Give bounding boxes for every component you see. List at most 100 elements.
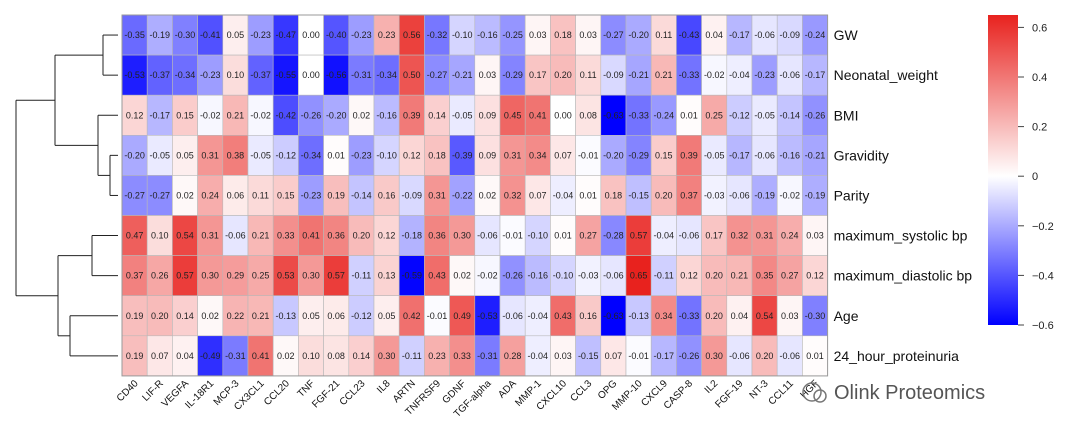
heatmap-cell xyxy=(701,255,728,297)
cell-value: -0.29 xyxy=(628,150,649,160)
cell-value: -0.06 xyxy=(477,231,498,241)
cell-value: -0.11 xyxy=(402,351,422,361)
cell-value: 0.21 xyxy=(731,271,749,281)
cell-value: 0.37 xyxy=(680,190,698,200)
cell-value: -0.14 xyxy=(351,190,372,200)
heatmap-cell xyxy=(298,255,324,297)
heatmap-cell xyxy=(776,135,803,176)
cell-value: 0.57 xyxy=(327,271,345,281)
cell-value: 0.05 xyxy=(302,311,320,321)
cell-value: -0.49 xyxy=(200,351,221,361)
cell-value: 0.43 xyxy=(554,311,572,321)
cell-value: -0.09 xyxy=(780,30,801,40)
heatmap-cell xyxy=(524,295,551,337)
cell-value: 0.03 xyxy=(806,231,824,241)
column-label: TNF xyxy=(296,378,318,400)
row-label: Parity xyxy=(834,187,870,203)
cell-value: -0.20 xyxy=(603,150,624,160)
cell-value: -0.33 xyxy=(628,110,649,120)
heatmap-cell xyxy=(650,215,677,256)
cell-value: -0.23 xyxy=(754,70,775,80)
cell-value: 0.18 xyxy=(605,190,623,200)
row-label: Age xyxy=(834,308,859,324)
cell-value: -0.12 xyxy=(351,311,372,321)
column-label: IL2 xyxy=(703,378,721,396)
cell-value: -0.35 xyxy=(124,30,145,40)
cell-value: -0.13 xyxy=(628,311,649,321)
cell-value: 0.31 xyxy=(428,190,446,200)
cell-value: -0.22 xyxy=(452,190,473,200)
cell-value: -0.10 xyxy=(528,231,549,241)
cell-value: 0.20 xyxy=(554,70,572,80)
heatmap-cell xyxy=(550,135,576,176)
cell-value: -0.06 xyxy=(679,231,700,241)
cell-value: -0.31 xyxy=(477,351,498,361)
cell-value: -0.11 xyxy=(351,271,371,281)
heatmap-cell xyxy=(146,135,173,176)
heatmap-cell xyxy=(776,175,803,216)
cell-value: -0.32 xyxy=(427,30,448,40)
heatmap-cell xyxy=(600,255,627,297)
heatmap-cell xyxy=(474,295,501,337)
heatmap-cell xyxy=(424,255,450,297)
legend-tick-label: −0.4 xyxy=(1032,270,1054,282)
heatmap-cell xyxy=(751,255,778,297)
column-label: CCL11 xyxy=(767,378,797,408)
row-label: maximum_diastolic bp xyxy=(834,268,973,284)
cell-value: 0.15 xyxy=(277,190,295,200)
column-label: CCL23 xyxy=(338,378,368,408)
heatmap-cell xyxy=(449,135,476,176)
cell-value: -0.06 xyxy=(729,351,750,361)
cell-value: 0.03 xyxy=(554,351,572,361)
cell-value: 0.07 xyxy=(605,351,623,361)
color-legend: 0.6 0.4 0.2 0 −0.2 −0.4 −0.6 xyxy=(988,15,1054,332)
cell-value: 0.14 xyxy=(428,110,446,120)
cell-value: -0.01 xyxy=(502,231,523,241)
cell-value: -0.12 xyxy=(729,110,750,120)
cell-value: 0.20 xyxy=(353,231,371,241)
heatmap-cell xyxy=(625,94,652,136)
column-label: FGF-19 xyxy=(713,378,745,410)
legend-tick-label: 0.2 xyxy=(1032,122,1047,134)
cell-value: 0.20 xyxy=(655,190,673,200)
cell-value: -0.63 xyxy=(603,311,624,321)
cell-value: 0.19 xyxy=(327,190,345,200)
heatmap-cell xyxy=(474,335,501,377)
cell-value: 0.25 xyxy=(252,271,270,281)
cell-value: 0.01 xyxy=(327,150,345,160)
cell-value: 0.12 xyxy=(403,150,421,160)
heatmap-cell xyxy=(676,54,702,96)
heatmap-cell xyxy=(676,255,702,297)
heatmap-cell xyxy=(424,54,450,96)
cell-value: -0.17 xyxy=(805,70,826,80)
cell-value: -0.16 xyxy=(780,150,801,160)
cell-value: -0.15 xyxy=(628,190,649,200)
cell-value: -0.42 xyxy=(276,110,297,120)
heatmap-cell xyxy=(474,54,501,96)
cell-value: 0.22 xyxy=(227,311,245,321)
heatmap-cell xyxy=(650,54,677,96)
column-label: FGF-21 xyxy=(310,378,342,410)
cell-value: 0.18 xyxy=(554,30,572,40)
cell-value: 0.36 xyxy=(327,231,345,241)
column-label: CD40 xyxy=(115,378,141,404)
cell-value: 0.20 xyxy=(705,311,723,321)
cell-value: 0.15 xyxy=(655,150,673,160)
cell-value: 0.08 xyxy=(579,110,597,120)
heatmap-cell xyxy=(474,175,501,216)
cell-value: 0.01 xyxy=(806,351,824,361)
cell-value: -0.04 xyxy=(528,351,549,361)
heatmap-cell xyxy=(625,135,652,176)
cell-value: 0.39 xyxy=(403,110,421,120)
cell-value: 0.11 xyxy=(580,70,597,80)
heatmap-cell xyxy=(348,54,375,96)
heatmap-cells: -0.35 -0.19 -0.30 -0.41 0.05 -0.23 -0.47 0.00 -0… xyxy=(121,14,829,377)
cell-value: -0.16 xyxy=(477,30,498,40)
cell-value: -0.21 xyxy=(628,70,649,80)
heatmap-cell xyxy=(323,215,350,256)
cell-value: -0.13 xyxy=(276,311,297,321)
heatmap-cell xyxy=(701,14,728,56)
cell-value: -0.29 xyxy=(502,70,523,80)
wechat-icon xyxy=(802,382,822,402)
heatmap-cell xyxy=(499,335,526,377)
